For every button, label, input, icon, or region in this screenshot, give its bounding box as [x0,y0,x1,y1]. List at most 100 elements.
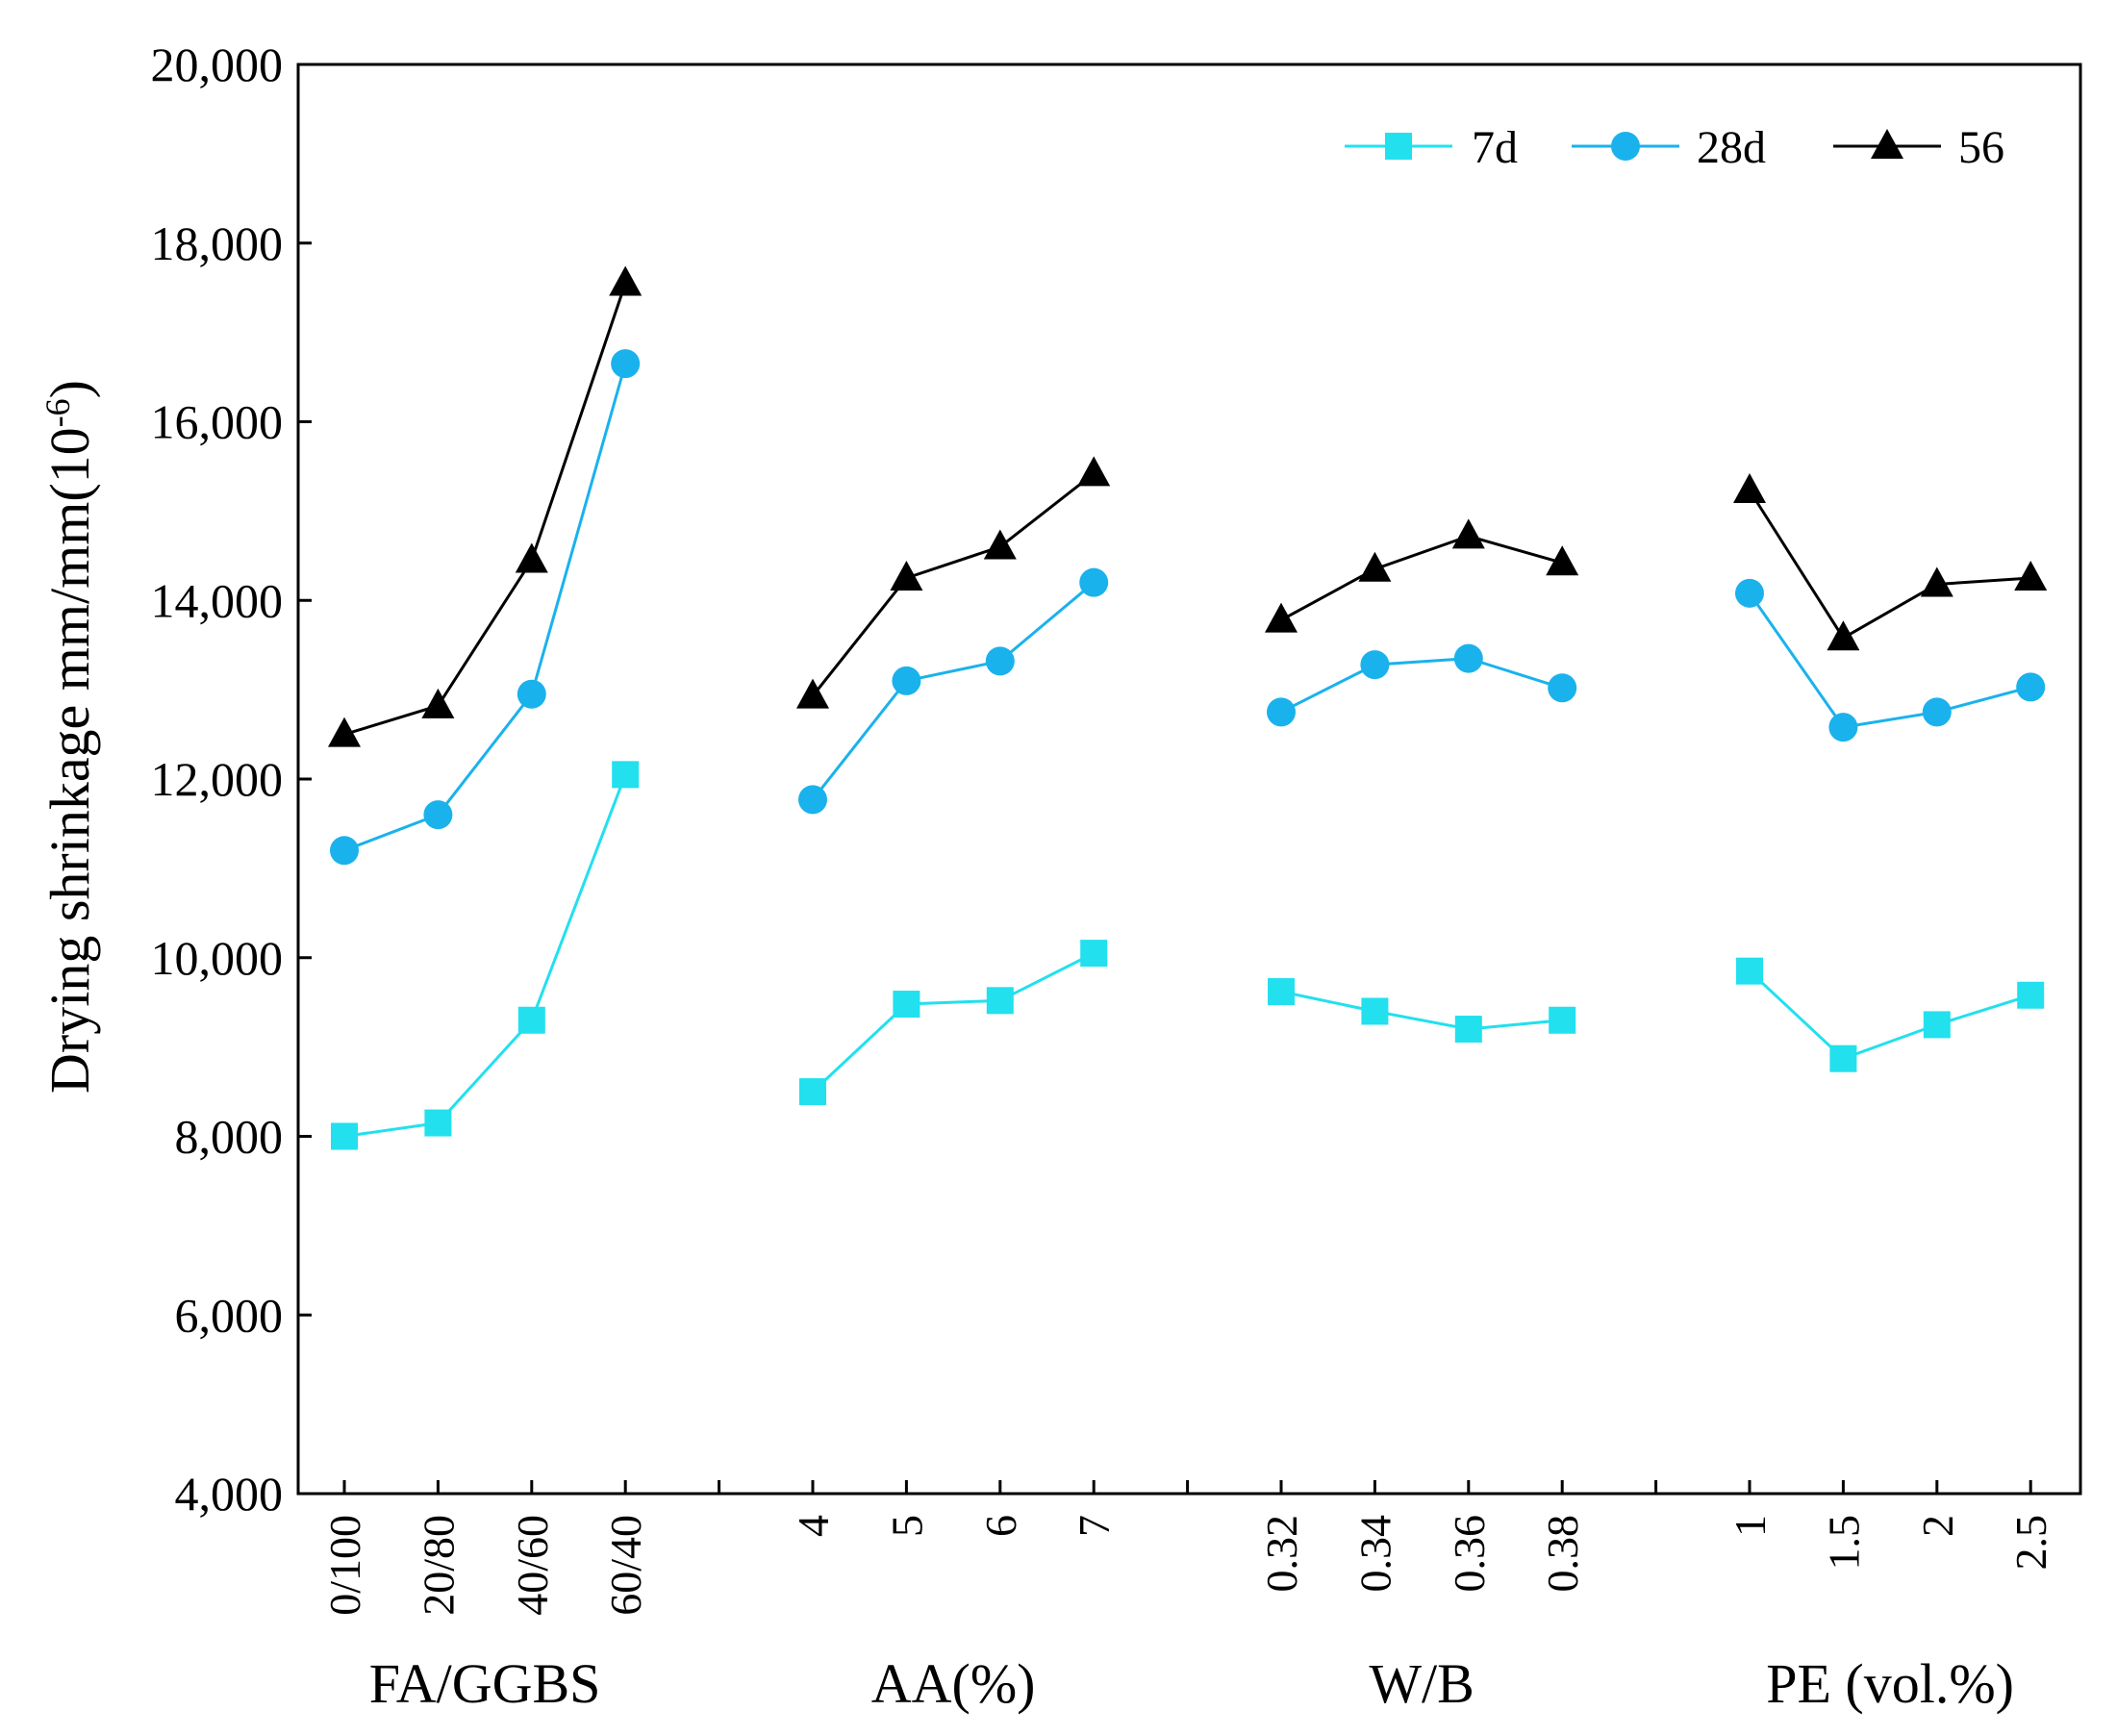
series-7d-point [424,1109,452,1137]
y-tick-label: 12,000 [151,752,284,806]
x-category-label: 5 [882,1515,931,1537]
x-category-label: 4 [789,1515,838,1537]
x-group-label: AA(%) [871,1652,1036,1715]
y-tick-label: 10,000 [151,931,284,985]
x-category-label: 0/100 [320,1515,369,1616]
series-56-point [1077,456,1111,487]
x-category-label: 0.32 [1257,1515,1306,1593]
x-category-label: 1 [1726,1515,1775,1537]
series-56-point [1451,518,1485,549]
series-56-line [1748,490,2031,641]
y-tick-label: 4,000 [175,1467,284,1521]
legend-7d: 7d [1345,122,1518,173]
series-7d-point [986,987,1014,1015]
series-28d-point [1360,650,1390,680]
series-28d-line [1280,657,1563,714]
legend-7d-label: 7d [1472,122,1518,173]
x-category-label: 1.5 [1819,1515,1868,1571]
legend-56: 56 [1833,122,2004,173]
legend-28d-label: 28d [1697,122,1766,173]
series-28d-point [330,836,359,866]
axes: 4,000 6,000 8,000 10,000 12,000 14,000 16,000 1… [151,38,2082,1715]
series-28d-point [892,666,921,695]
series-28d-point [1828,713,1858,742]
series-28d-point [1079,567,1109,597]
series-28d-point [517,679,546,709]
legend-56-marker [1871,129,1903,159]
y-tick-label: 16,000 [151,395,284,449]
series-7d-point [517,1006,545,1034]
y-tick-label: 8,000 [175,1110,284,1164]
series-56-point [796,678,829,709]
x-category-label: 20/80 [414,1515,463,1616]
plot-frame [296,63,2082,1496]
series-56-line [811,472,1096,697]
series-7d-line [1748,969,2031,1061]
series-7d-line [811,951,1095,1094]
x-group-label: PE (vol.%) [1766,1652,2014,1715]
series-7d-line [1280,990,1563,1031]
legend-7d-marker [1385,133,1412,160]
series-7d-point [1736,957,1763,985]
series-56-point [1827,620,1860,651]
series-28d-line [343,363,627,852]
x-category-label: 7 [1070,1515,1119,1537]
series-28d-point [1548,673,1577,703]
series-7d-point [1454,1016,1482,1044]
series-7d-point [1361,997,1389,1025]
x-category-label: 6 [976,1515,1025,1537]
x-category-label: 40/60 [508,1515,557,1616]
series-layer [328,265,2048,1150]
series-7d-point [1549,1006,1576,1034]
y-tick-label: 20,000 [151,38,284,91]
series-7d-point [893,991,920,1019]
legend-28d: 28d [1572,122,1766,173]
series-7d-point [2017,981,2045,1009]
series-56-line [343,283,627,737]
x-category-label: 60/40 [601,1515,650,1616]
legend-28d-marker [1611,132,1640,161]
series-56-point [1358,551,1392,582]
x-category-label: 0.38 [1538,1515,1587,1593]
series-56-point [1546,545,1579,576]
series-56-point [515,542,548,573]
series-28d-point [423,800,453,830]
series-28d-point [2016,672,2046,702]
series-56-point [1265,602,1298,633]
series-7d-point [799,1078,826,1106]
series-28d [330,349,2046,866]
y-axis-title: Drying shrinkage mm/mm(10-6) [38,380,101,1094]
series-56-point [983,529,1017,560]
y-axis-title-superscript: -6 [38,398,77,427]
series-7d-line [343,773,627,1138]
series-56-point [421,688,455,718]
legend: 7d 28d 56 [1345,122,2004,173]
x-category-label: 0.34 [1350,1515,1399,1593]
series-28d-point [1267,697,1296,727]
series-28d-point [611,349,641,379]
x-category-label: 2 [1913,1515,1962,1537]
series-28d-line [1748,591,2031,729]
series-56-point [890,561,923,591]
series-28d-point [1735,578,1764,608]
series-56-line [1280,534,1563,622]
legend-56-label: 56 [1958,122,2004,173]
y-axis-title-close: ) [38,380,101,398]
series-28d-line [811,581,1096,801]
y-tick-label: 6,000 [175,1288,284,1342]
series-7d-point [1829,1044,1857,1072]
y-tick-label: 14,000 [151,573,284,627]
series-56-point [2014,561,2048,591]
series-7d-point [331,1122,358,1150]
series-56-point [328,717,361,747]
y-axis-title-main: Drying shrinkage mm/mm(10 [38,427,101,1094]
series-56 [328,265,2048,747]
series-7d-point [612,761,640,789]
series-28d-point [1922,697,1952,727]
series-56-point [1920,566,1953,597]
x-group-label: FA/GGBS [369,1652,601,1715]
series-56-point [609,265,643,296]
series-28d-point [985,646,1015,676]
series-28d-point [1453,643,1483,673]
